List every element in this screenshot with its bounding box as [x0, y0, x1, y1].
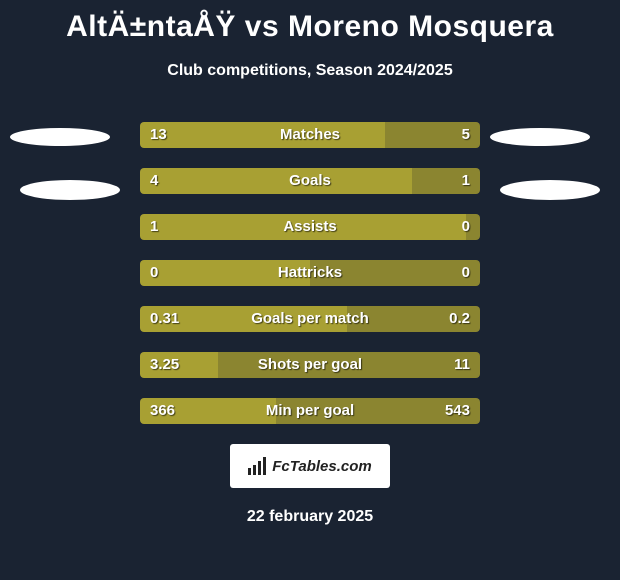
stat-row: 3.2511Shots per goal [140, 352, 480, 378]
decorative-ellipse [490, 128, 590, 146]
subtitle: Club competitions, Season 2024/2025 [0, 62, 620, 80]
logo-bars-icon [248, 457, 266, 475]
stat-row: 366543Min per goal [140, 398, 480, 424]
stat-label: Assists [140, 214, 480, 240]
logo-text: FcTables.com [272, 458, 371, 475]
stat-row: 0.310.2Goals per match [140, 306, 480, 332]
stat-row: 00Hattricks [140, 260, 480, 286]
stat-label: Min per goal [140, 398, 480, 424]
stat-label: Shots per goal [140, 352, 480, 378]
stat-label: Hattricks [140, 260, 480, 286]
decorative-ellipse [500, 180, 600, 200]
stat-label: Goals per match [140, 306, 480, 332]
stats-comparison-chart: 135Matches 41Goals 10Assists 00Hattricks 0.3… [140, 122, 480, 424]
page-title: AltÄ±ntaÅŸ vs Moreno Mosquera [0, 0, 620, 44]
stat-label: Goals [140, 168, 480, 194]
decorative-ellipse [10, 128, 110, 146]
decorative-ellipse [20, 180, 120, 200]
stat-label: Matches [140, 122, 480, 148]
stat-row: 135Matches [140, 122, 480, 148]
date-label: 22 february 2025 [0, 508, 620, 526]
fctables-logo: FcTables.com [230, 444, 390, 488]
stat-row: 41Goals [140, 168, 480, 194]
stat-row: 10Assists [140, 214, 480, 240]
